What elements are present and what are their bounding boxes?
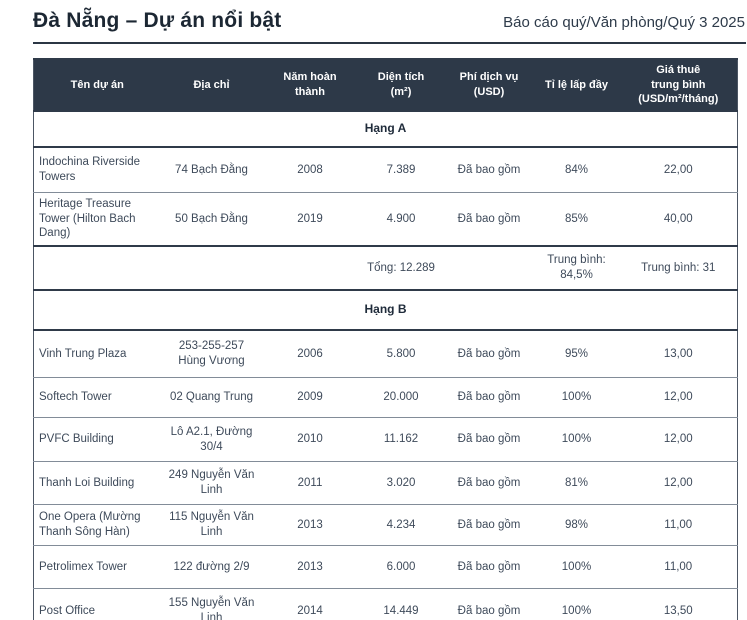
cell-year: 2019: [262, 192, 358, 247]
cell-project-name: Indochina Riverside Towers: [33, 147, 161, 193]
cell-occupancy: 95%: [533, 330, 620, 378]
col-header-area: Diện tích (m²): [357, 59, 445, 112]
cell-rent: 11,00: [619, 545, 738, 589]
cell-address: Lô A2.1, Đường 30/4: [160, 417, 263, 462]
cell-service-fee: Đã bao gồm: [444, 147, 534, 193]
cell-area: 4.234: [357, 504, 445, 546]
cell-rent: 40,00: [619, 192, 738, 247]
cell-area-total: Tổng: 12.289: [357, 245, 445, 291]
cell-rent: 22,00: [619, 147, 738, 193]
cell-rent: 12,00: [619, 377, 738, 418]
summary-row-grade-a: Tổng: 12.289 Trung bình: 84,5% Trung bìn…: [33, 245, 738, 291]
cell-rent: 12,00: [619, 417, 738, 462]
cell-empty: [160, 245, 263, 291]
col-header-project-name: Tên dự án: [33, 59, 161, 112]
cell-project-name: Thanh Loi Building: [33, 461, 161, 505]
cell-service-fee: Đã bao gồm: [444, 417, 534, 462]
cell-occupancy: 81%: [533, 461, 620, 505]
cell-area: 5.800: [357, 330, 445, 378]
cell-occupancy-avg: Trung bình: 84,5%: [533, 245, 620, 291]
cell-service-fee: Đã bao gồm: [444, 461, 534, 505]
cell-occupancy: 84%: [533, 147, 620, 193]
page-title: Đà Nẵng – Dự án nổi bật: [33, 9, 282, 32]
cell-rent: 11,00: [619, 504, 738, 546]
cell-address: 50 Bạch Đằng: [160, 192, 263, 247]
cell-address: 02 Quang Trung: [160, 377, 263, 418]
cell-rent-avg: Trung bình: 31: [619, 245, 738, 291]
cell-area: 20.000: [357, 377, 445, 418]
cell-area: 14.449: [357, 588, 445, 620]
table-row: One Opera (Mường Thanh Sông Hàn) 115 Ngu…: [33, 504, 738, 546]
cell-area: 4.900: [357, 192, 445, 247]
col-header-service-fee: Phí dịch vụ (USD): [444, 59, 534, 112]
section-row-grade-b: Hạng B: [33, 289, 738, 331]
cell-area: 3.020: [357, 461, 445, 505]
cell-empty: [444, 245, 534, 291]
cell-address: 74 Bạch Đằng: [160, 147, 263, 193]
cell-area: 6.000: [357, 545, 445, 589]
table-header-row: Tên dự án Địa chỉ Năm hoàn thành Diện tí…: [33, 59, 738, 112]
cell-address: 253-255-257 Hùng Vương: [160, 330, 263, 378]
cell-year: 2008: [262, 147, 358, 193]
col-header-occupancy: Tỉ lệ lấp đầy: [533, 59, 620, 112]
cell-year: 2014: [262, 588, 358, 620]
report-header: Đà Nẵng – Dự án nổi bật Báo cáo quý/Văn …: [0, 0, 747, 33]
table-row: Post Office 155 Nguyễn Văn Linh 2014 14.…: [33, 588, 738, 620]
cell-service-fee: Đã bao gồm: [444, 504, 534, 546]
report-breadcrumb: Báo cáo quý/Văn phòng/Quý 3 2025: [503, 14, 745, 31]
cell-empty: [262, 245, 358, 291]
cell-project-name: One Opera (Mường Thanh Sông Hàn): [33, 504, 161, 546]
cell-address: 155 Nguyễn Văn Linh: [160, 588, 263, 620]
cell-address: 249 Nguyễn Văn Linh: [160, 461, 263, 505]
table-row: Softech Tower 02 Quang Trung 2009 20.000…: [33, 377, 738, 418]
cell-service-fee: Đã bao gồm: [444, 330, 534, 378]
title-divider: [33, 42, 746, 44]
projects-table: Tên dự án Địa chỉ Năm hoàn thành Diện tí…: [33, 58, 738, 620]
cell-service-fee: Đã bao gồm: [444, 192, 534, 247]
section-label: Hạng B: [33, 289, 738, 331]
table-row: Indochina Riverside Towers 74 Bạch Đằng …: [33, 147, 738, 193]
cell-project-name: Post Office: [33, 588, 161, 620]
section-label: Hạng A: [33, 110, 738, 148]
cell-project-name: Softech Tower: [33, 377, 161, 418]
section-row-grade-a: Hạng A: [33, 110, 738, 148]
cell-occupancy: 98%: [533, 504, 620, 546]
cell-year: 2011: [262, 461, 358, 505]
cell-service-fee: Đã bao gồm: [444, 377, 534, 418]
cell-year: 2010: [262, 417, 358, 462]
cell-year: 2013: [262, 504, 358, 546]
cell-address: 122 đường 2/9: [160, 545, 263, 589]
cell-occupancy: 100%: [533, 545, 620, 589]
table-row: Vinh Trung Plaza 253-255-257 Hùng Vương …: [33, 330, 738, 378]
cell-area: 7.389: [357, 147, 445, 193]
cell-service-fee: Đã bao gồm: [444, 545, 534, 589]
cell-occupancy: 100%: [533, 417, 620, 462]
cell-project-name: PVFC Building: [33, 417, 161, 462]
cell-occupancy: 100%: [533, 588, 620, 620]
table-row: Thanh Loi Building 249 Nguyễn Văn Linh 2…: [33, 461, 738, 505]
cell-rent: 13,50: [619, 588, 738, 620]
cell-year: 2006: [262, 330, 358, 378]
cell-project-name: Petrolimex Tower: [33, 545, 161, 589]
cell-year: 2009: [262, 377, 358, 418]
cell-project-name: Heritage Treasure Tower (Hilton Bach Dan…: [33, 192, 161, 247]
col-header-year-completed: Năm hoàn thành: [262, 59, 358, 112]
cell-address: 115 Nguyễn Văn Linh: [160, 504, 263, 546]
cell-rent: 12,00: [619, 461, 738, 505]
cell-service-fee: Đã bao gồm: [444, 588, 534, 620]
table-row: Heritage Treasure Tower (Hilton Bach Dan…: [33, 192, 738, 247]
cell-project-name: Vinh Trung Plaza: [33, 330, 161, 378]
cell-occupancy: 100%: [533, 377, 620, 418]
table-row: Petrolimex Tower 122 đường 2/9 2013 6.00…: [33, 545, 738, 589]
cell-occupancy: 85%: [533, 192, 620, 247]
cell-year: 2013: [262, 545, 358, 589]
cell-empty: [33, 245, 161, 291]
col-header-avg-rent: Giá thuê trung bình (USD/m²/tháng): [619, 59, 738, 112]
table-row: PVFC Building Lô A2.1, Đường 30/4 2010 1…: [33, 417, 738, 462]
col-header-address: Địa chỉ: [160, 59, 263, 112]
cell-area: 11.162: [357, 417, 445, 462]
cell-rent: 13,00: [619, 330, 738, 378]
